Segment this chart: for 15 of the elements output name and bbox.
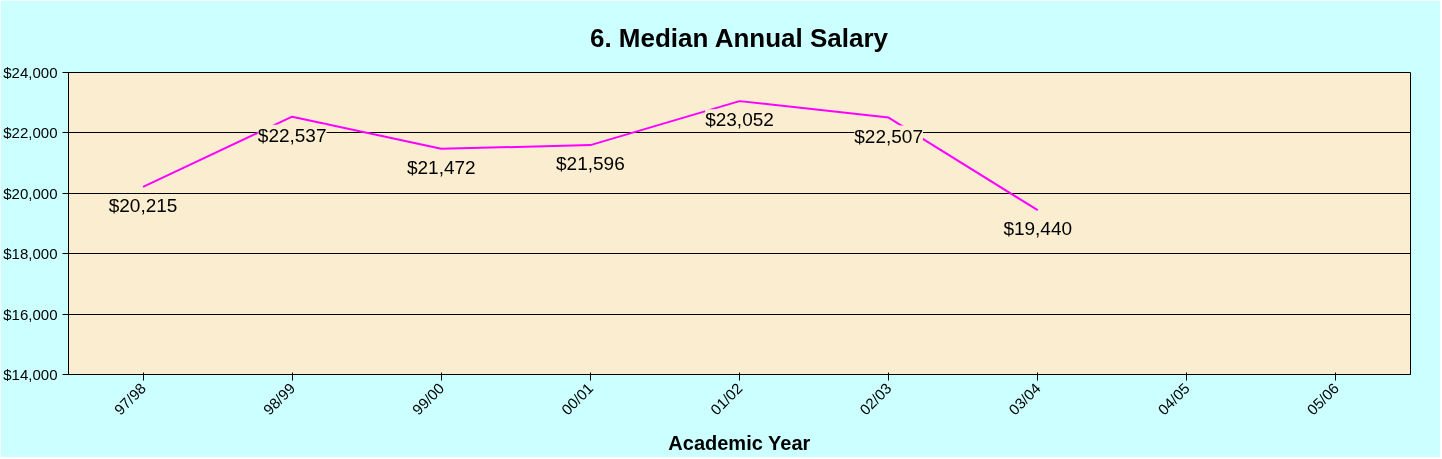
y-tick-label: $16,000 <box>3 305 58 323</box>
y-tick-label: $18,000 <box>3 245 58 263</box>
y-tick-label: $24,000 <box>3 64 58 81</box>
data-label: $22,537 <box>257 124 327 146</box>
data-label: $22,507 <box>854 125 923 147</box>
data-label: $23,052 <box>705 109 774 131</box>
y-tick-label: $14,000 <box>3 366 58 383</box>
data-label: $20,215 <box>108 194 178 216</box>
data-label: $21,596 <box>556 153 625 175</box>
y-tick-label: $20,000 <box>3 184 58 202</box>
data-label: $21,472 <box>406 156 476 178</box>
chart-title: 6. Median Annual Salary <box>589 22 889 53</box>
x-axis-title: Academic Year <box>668 432 811 455</box>
y-tick-label: $22,000 <box>3 124 58 142</box>
data-label: $19,440 <box>1003 218 1073 240</box>
